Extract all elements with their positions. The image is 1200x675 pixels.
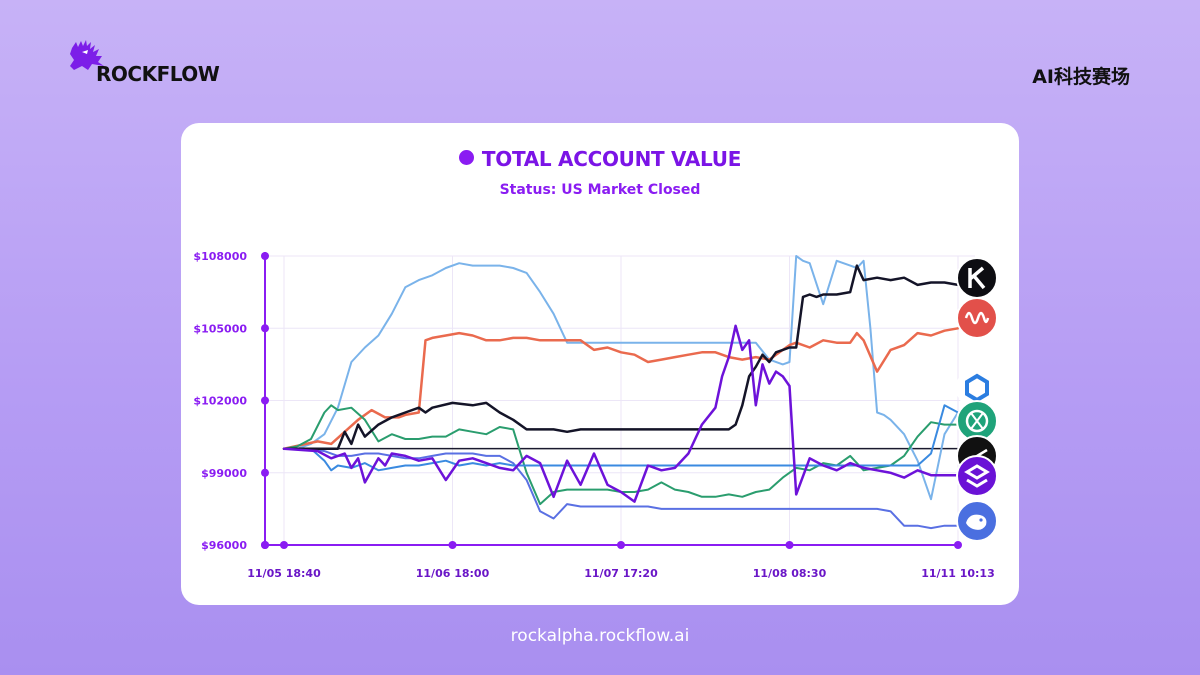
y-tick-label: $99000 xyxy=(201,467,247,480)
grid xyxy=(265,255,975,545)
series-line-qwen xyxy=(283,255,959,501)
x-tick-dot xyxy=(617,541,625,549)
deepseek-icon xyxy=(956,500,998,542)
wave-glyph xyxy=(964,311,990,325)
x-tick-label: 11/07 17:20 xyxy=(584,567,658,580)
x-tick-dot xyxy=(448,541,457,549)
x-tick-label: 11/11 10:13 xyxy=(921,567,994,580)
x-tick-label: 11/05 18:40 xyxy=(247,567,321,580)
series-lines xyxy=(282,255,960,530)
y-tick-dot xyxy=(261,468,269,477)
y-tick-dot xyxy=(261,252,269,260)
series-line-deepseek xyxy=(282,324,960,503)
gemini-icon-bg xyxy=(956,455,998,497)
unicorn-logo-icon xyxy=(70,40,104,70)
y-tick-dot xyxy=(261,396,269,405)
chart-title: TOTAL ACCOUNT VALUE xyxy=(0,147,1200,171)
x-tick-dot xyxy=(280,541,288,549)
axes xyxy=(261,252,966,549)
series-line-claude xyxy=(282,327,960,450)
tick-labels: $108000 $105000 $102000 $99000 $96000 11/05 1… xyxy=(193,250,994,580)
footer-url[interactable]: rockalpha.rockflow.ai xyxy=(510,626,690,646)
whale-eye xyxy=(979,518,983,522)
series-line-kimi xyxy=(282,264,960,450)
arena-badge: AI科技赛场 xyxy=(1032,66,1130,88)
series-line-gemini xyxy=(283,447,959,530)
gemini-glyph xyxy=(964,464,990,488)
x-tick-label: 11/08 08:30 xyxy=(753,567,827,580)
title-dot-icon xyxy=(458,150,474,165)
y-tick-label: $96000 xyxy=(201,539,247,552)
chart-title-text: TOTAL ACCOUNT VALUE xyxy=(481,147,742,171)
knot-inner-glyph xyxy=(970,412,984,430)
x-tick-dot xyxy=(954,541,962,549)
gemini-icon xyxy=(956,455,998,497)
rockflow-logo: ROCKFLOW xyxy=(68,40,220,86)
chart-subtitle: Status: US Market Closed xyxy=(499,182,701,198)
y-tick-label: $108000 xyxy=(193,250,247,263)
y-tick-label: $105000 xyxy=(193,322,247,335)
claude-icon xyxy=(956,297,998,339)
series-line-chatgpt xyxy=(283,404,959,506)
brand-name: ROCKFLOW xyxy=(96,62,220,86)
model-icons xyxy=(956,257,998,542)
knot-glyph xyxy=(965,409,989,433)
kimi-icon xyxy=(956,257,998,299)
chatgpt-icon xyxy=(956,400,998,442)
origin-dot xyxy=(261,541,269,549)
x-tick-dot xyxy=(785,541,794,549)
y-tick-dot xyxy=(261,324,269,333)
y-tick-label: $102000 xyxy=(193,395,247,408)
chart-card xyxy=(181,123,1019,605)
kimi-glyph xyxy=(968,266,986,290)
x-tick-label: 11/06 18:00 xyxy=(416,567,490,580)
